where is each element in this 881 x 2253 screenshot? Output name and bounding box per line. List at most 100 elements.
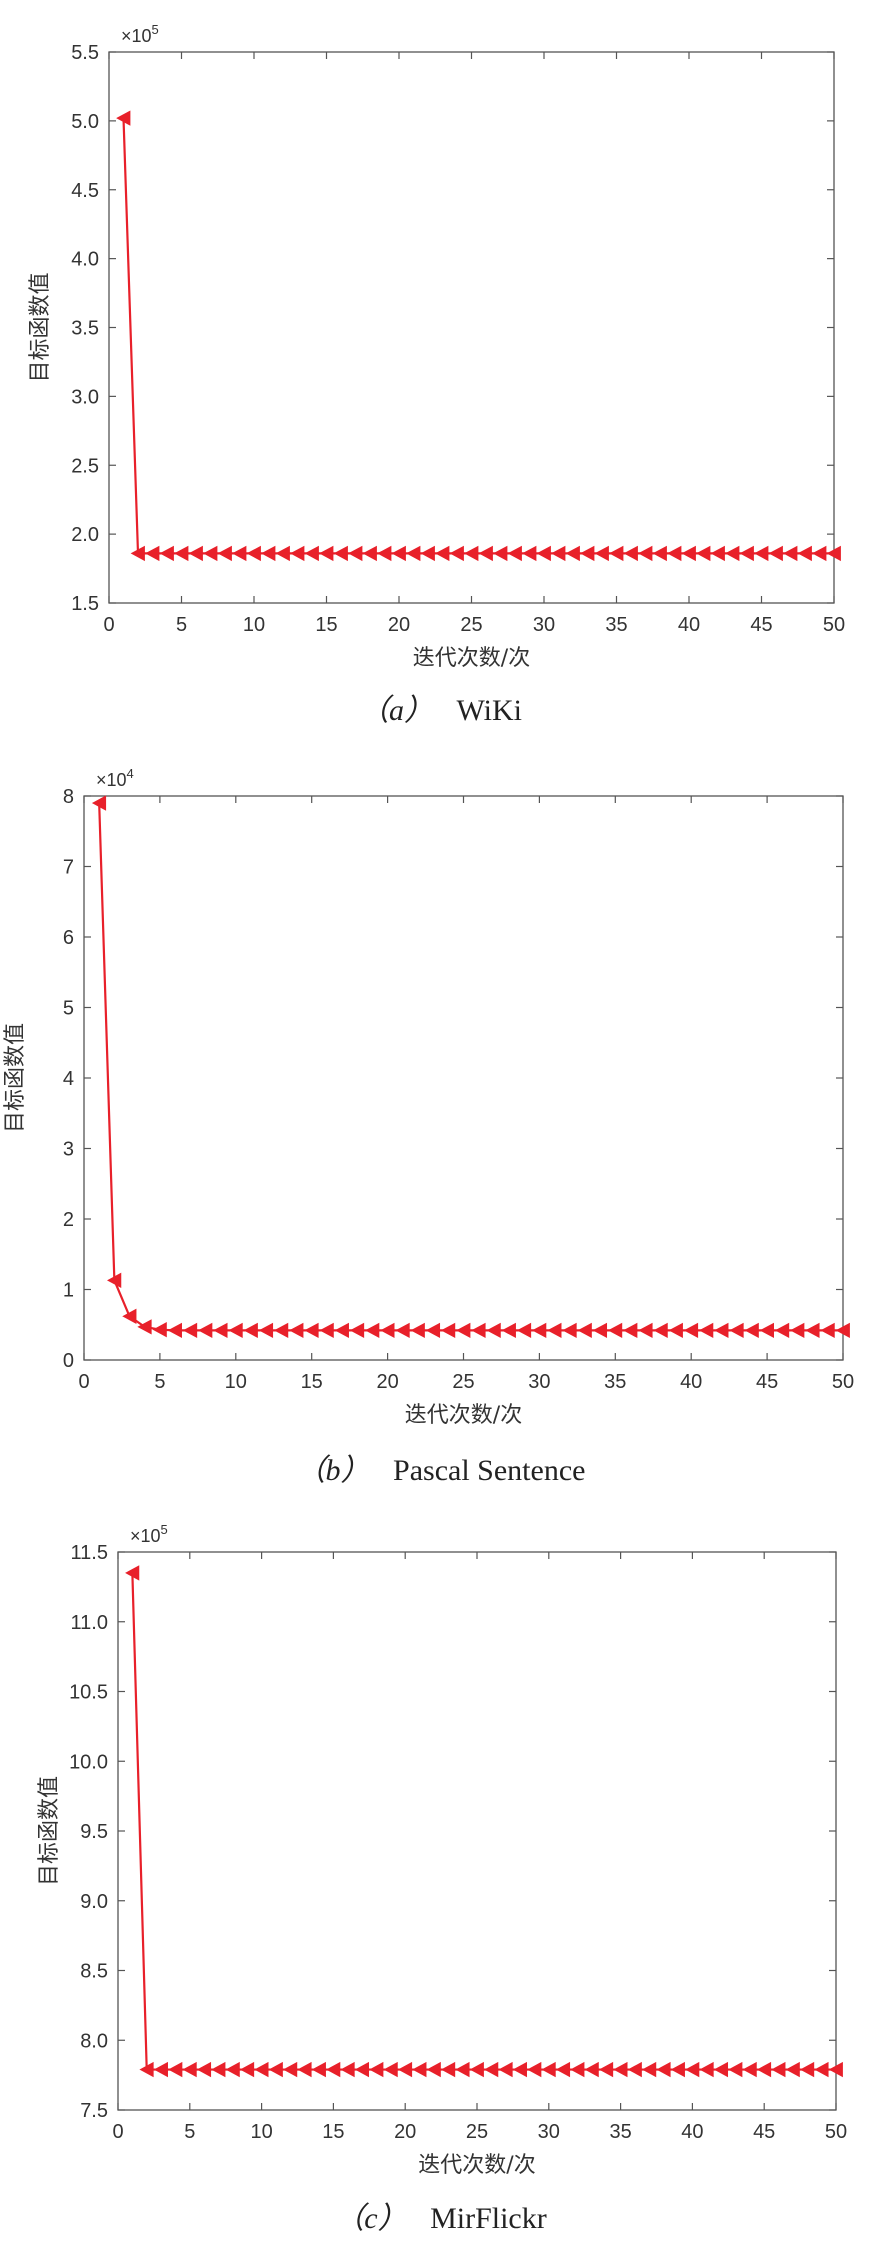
data-point	[828, 2061, 843, 2078]
data-point	[254, 2061, 269, 2078]
data-point	[137, 1319, 152, 1335]
data-point	[783, 545, 798, 562]
data-point	[340, 2061, 355, 2078]
data-point	[334, 1322, 349, 1339]
data-point	[835, 1322, 850, 1339]
x-tick-label: 40	[678, 614, 700, 636]
chart-mirflickr: 0 5 10 15 20 25 30 35 40 45 50 7.5 8.0 8.5 9.0 9.5 10.0 1…	[37, 1522, 847, 2178]
x-tick-label: 10	[243, 614, 265, 636]
data-point	[369, 2061, 384, 2078]
data-point	[282, 2061, 298, 2078]
data-point	[319, 1322, 334, 1339]
data-point	[397, 2061, 413, 2078]
data-point	[653, 1322, 668, 1339]
caption-label: （b）	[295, 1454, 371, 1487]
data-point	[728, 2061, 743, 2078]
y-tick-label: 8.5	[80, 1961, 108, 1983]
chart-panel-wiki: 0 5 10 15 20 25 30 35 40 45 50 1.5 2.0 2.5 3.0 3.5 4.0 4.…	[0, 0, 881, 751]
y-tick-label: 2.5	[71, 455, 99, 477]
y-tick-label: 6	[63, 927, 74, 949]
data-point	[455, 2061, 470, 2078]
data-point	[681, 545, 696, 562]
data-point	[714, 1322, 729, 1339]
data-point	[354, 2061, 370, 2078]
data-point	[486, 1322, 501, 1339]
x-axis-title: 迭代次数/次	[413, 646, 530, 671]
data-point	[273, 1322, 289, 1339]
data-point	[268, 2061, 283, 2078]
data-point	[683, 1322, 699, 1339]
data-point	[592, 1322, 608, 1339]
data-point	[290, 545, 305, 562]
data-point	[797, 545, 812, 562]
data-point	[196, 2061, 212, 2078]
data-point	[699, 1322, 714, 1339]
data-point	[536, 545, 551, 562]
data-point	[826, 545, 841, 562]
y-tick-label: 1	[63, 1280, 74, 1302]
data-point	[198, 1322, 213, 1339]
data-point	[598, 2061, 614, 2078]
caption-name: Pascal Sentence	[393, 1454, 586, 1487]
x-tick-label: 0	[103, 614, 114, 636]
data-point	[774, 1322, 790, 1339]
data-point	[319, 545, 334, 562]
data-point	[580, 545, 595, 562]
data-point	[627, 2061, 642, 2078]
data-point	[551, 545, 566, 562]
y-tick-label: 10.0	[69, 1751, 108, 1773]
x-tick-label: 0	[78, 1371, 89, 1393]
data-point	[167, 1322, 182, 1339]
data-point	[174, 545, 189, 562]
x-axis-title: 迭代次数/次	[418, 2153, 535, 2178]
data-point	[239, 2061, 255, 2078]
data-point	[456, 1322, 471, 1339]
x-tick-label: 20	[388, 614, 410, 636]
data-point	[168, 2061, 183, 2078]
data-point	[471, 1322, 486, 1339]
data-point	[258, 1322, 274, 1339]
x-tick-label: 15	[301, 1371, 323, 1393]
x-tick-label: 50	[823, 614, 845, 636]
data-point	[478, 545, 493, 562]
x-tick-label: 50	[825, 2121, 847, 2143]
data-point	[440, 1322, 456, 1339]
y-tick-label: 8	[63, 786, 74, 808]
y-tick-label: 5.5	[71, 42, 99, 64]
data-point	[577, 1322, 592, 1339]
data-point	[641, 2061, 657, 2078]
x-tick-label: 15	[315, 614, 337, 636]
y-tick-label: 5	[63, 998, 74, 1020]
x-tick-label: 40	[680, 1371, 702, 1393]
data-point	[217, 545, 232, 562]
data-point	[527, 2061, 542, 2078]
x-tick-label: 15	[322, 2121, 344, 2143]
data-point	[696, 545, 711, 562]
data-point	[145, 545, 160, 562]
y-tick-label: 10.5	[69, 1682, 108, 1704]
y-tick-label: 2	[63, 1209, 74, 1231]
data-point	[699, 2061, 714, 2078]
data-point	[304, 545, 319, 562]
data-point	[820, 1322, 835, 1339]
plot-frame	[83, 795, 844, 1361]
y-axis-multiplier: ×104	[96, 766, 134, 790]
data-point	[607, 1322, 623, 1339]
chart-panel-pascal-sentence: 0 5 10 15 20 25 30 35 40 45 50 0 1 2 3 4 5 6 7 8 ×104 迭代次数/次目…	[0, 751, 881, 1502]
y-tick-label: 3.0	[71, 386, 99, 408]
data-point	[670, 2061, 685, 2078]
data-point	[547, 1322, 562, 1339]
chart-pascal-sentence: 0 5 10 15 20 25 30 35 40 45 50012345678×104迭代次数/次目…	[3, 766, 854, 1428]
y-tick-label: 4.0	[71, 249, 99, 271]
x-tick-label: 5	[176, 614, 187, 636]
data-point	[771, 2061, 786, 2078]
y-tick-label: 4	[63, 1068, 74, 1090]
data-point	[759, 1322, 774, 1339]
data-point	[362, 545, 377, 562]
data-point	[243, 1322, 258, 1339]
data-point	[742, 2061, 757, 2078]
data-point	[725, 545, 740, 562]
data-point	[739, 545, 754, 562]
x-tick-label: 0	[112, 2121, 123, 2143]
data-point	[555, 2061, 571, 2078]
